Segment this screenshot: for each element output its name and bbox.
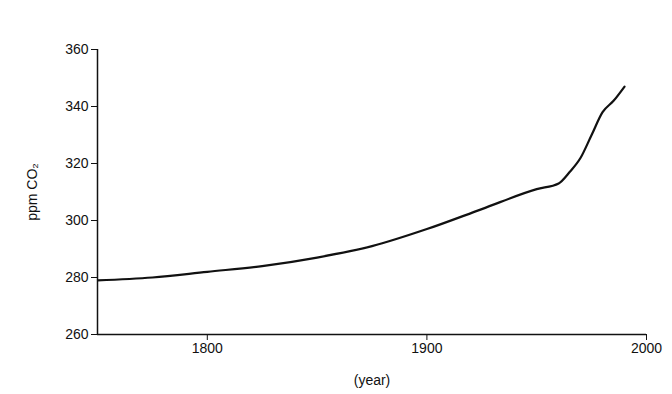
svg-text:(year): (year)	[354, 372, 391, 388]
svg-text:320: 320	[65, 155, 89, 171]
svg-text:260: 260	[65, 326, 89, 342]
svg-text:280: 280	[65, 269, 89, 285]
svg-text:1800: 1800	[192, 340, 223, 356]
svg-text:ppm CO₂: ppm CO₂	[24, 163, 40, 221]
svg-text:340: 340	[65, 98, 89, 114]
svg-text:360: 360	[65, 41, 89, 57]
svg-text:1900: 1900	[411, 340, 442, 356]
svg-text:2000: 2000	[631, 340, 662, 356]
svg-text:300: 300	[65, 212, 89, 228]
